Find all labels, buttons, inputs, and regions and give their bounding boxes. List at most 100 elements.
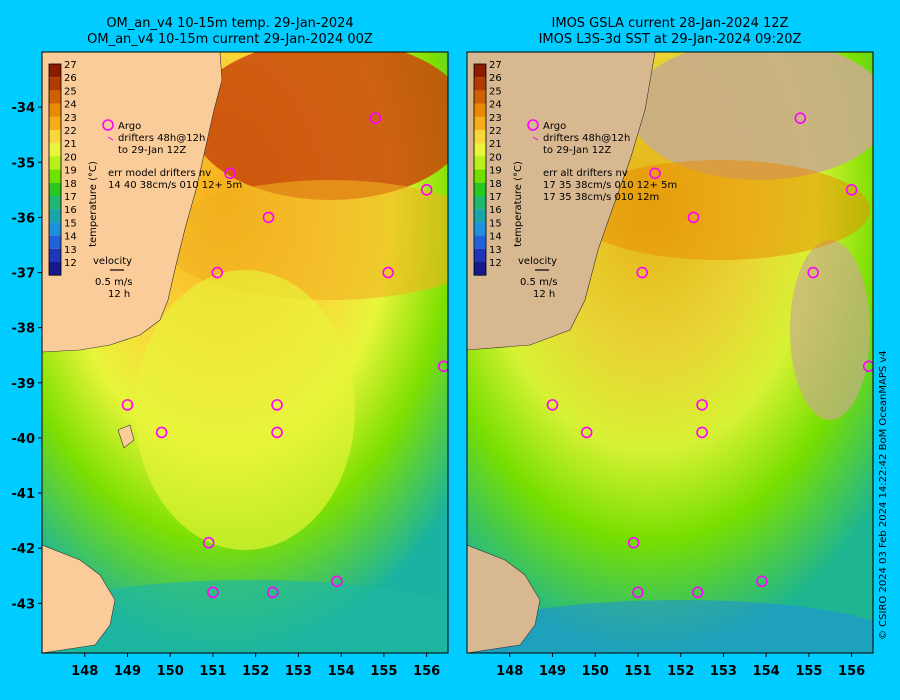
lat-tick-label: -41 — [12, 487, 36, 502]
lat-tick-label: -42 — [12, 542, 36, 557]
left-colorbar-tick: 19 — [64, 166, 77, 177]
left-colorbar-cell — [49, 130, 61, 144]
left-argo-marker-5 — [382, 266, 394, 279]
left-argo-marker-8 — [271, 399, 283, 411]
right-colorbar-tick: 24 — [489, 100, 502, 111]
right-colorbar: 27 26 25 24 23 22 21 20 19 18 17 16 15 14 13 12 temperat… — [473, 60, 524, 276]
right-lon-tick-label: 148 — [496, 664, 523, 679]
right-argo-marker-3 — [687, 211, 700, 224]
right-colorbar-tick: 19 — [489, 166, 502, 177]
lat-tick-label: -35 — [12, 156, 36, 171]
left-colorbar-cell — [49, 77, 61, 91]
left-argo-marker-7 — [121, 399, 134, 411]
left-colorbar-cell — [49, 156, 61, 170]
right-cool-zone — [467, 600, 873, 653]
left-lon-tick-label: 151 — [199, 664, 226, 679]
left-cool-zone — [42, 580, 448, 653]
left-argo-marker-2 — [420, 184, 433, 196]
right-argo-marker-0 — [794, 112, 807, 124]
right-legend-err-line1: 17 35 38cm/s 010 12+ 5m — [543, 180, 677, 191]
lat-tick-label: -37 — [12, 267, 36, 282]
right-warm-band — [570, 160, 870, 260]
right-argo-marker-12 — [756, 575, 768, 588]
right-panel-title: IMOS GSLA current 28-Jan-2024 12Z IMOS L… — [470, 16, 870, 48]
left-colorbar-tick: 20 — [64, 152, 77, 163]
right-colorbar-label: temperature (°C) — [513, 161, 524, 247]
right-legend-argo-label: Argo — [543, 121, 566, 132]
right-argo-markers — [546, 112, 873, 599]
left-legend-argo-label: Argo — [118, 121, 141, 132]
right-cloud-mask-top — [630, 52, 873, 180]
right-colorbar-cell — [474, 143, 486, 157]
left-colorbar-cell — [49, 90, 61, 104]
right-legend-drifter-icon — [532, 136, 539, 141]
left-colorbar-cell — [49, 209, 61, 223]
right-argo-marker-10 — [696, 426, 708, 439]
right-colorbar-cell — [474, 209, 486, 223]
right-argo-marker-5 — [807, 266, 819, 279]
left-lon-tick-label: 152 — [242, 664, 269, 679]
left-colorbar-tick: 18 — [64, 179, 77, 190]
right-colorbar-cell — [474, 156, 486, 170]
right-colorbar-tick: 13 — [489, 245, 502, 256]
left-lon-tick-label: 148 — [71, 664, 98, 679]
left-legend-drifters-label: drifters 48h@12h — [118, 133, 205, 144]
left-colorbar-cell — [49, 222, 61, 236]
right-lon-tick-label: 149 — [539, 664, 566, 679]
right-map — [467, 52, 873, 653]
right-argo-marker-8 — [696, 399, 708, 411]
right-title-line2: IMOS L3S-3d SST at 29-Jan-2024 09:20Z — [538, 32, 802, 47]
right-colorbar-cell — [474, 169, 486, 183]
left-colorbar-cell — [49, 262, 61, 276]
left-colorbar-cell — [49, 64, 61, 78]
left-legend-drifter-icon — [107, 136, 114, 141]
right-colorbar-cell — [474, 262, 486, 276]
left-colorbar-cell — [49, 182, 61, 196]
left-velocity-speed: 0.5 m/s — [95, 277, 132, 288]
right-colorbar-tick: 16 — [489, 205, 502, 216]
left-lon-tick-label: 155 — [370, 664, 397, 679]
left-warm-band — [160, 180, 448, 300]
left-warm-core — [190, 52, 448, 200]
left-argo-marker-0 — [369, 112, 382, 124]
right-argo-marker-1 — [649, 167, 661, 180]
left-lon-tick-label: 154 — [328, 664, 355, 679]
left-argo-marker-13 — [207, 586, 219, 599]
credit-text: © CSIRO 2024 03 Feb 2024 14:22:42 BoM Oc… — [878, 350, 889, 640]
right-colorbar-frame — [473, 63, 487, 276]
right-colorbar-tick: 18 — [489, 179, 502, 190]
right-legend-err-label: err alt drifters nv — [543, 168, 628, 179]
right-colorbar-cell — [474, 235, 486, 249]
right-lon-tick-label: 150 — [582, 664, 609, 679]
right-colorbar-cell — [474, 182, 486, 196]
left-lon-tick-label: 150 — [157, 664, 184, 679]
left-colorbar-cell — [49, 248, 61, 262]
left-colorbar-tick: 14 — [64, 232, 77, 243]
left-panel-title: OM_an_v4 10-15m temp. 29-Jan-2024 OM_an_… — [40, 16, 420, 48]
right-colorbar-tick: 27 — [489, 60, 502, 71]
right-colorbar-tick: 17 — [489, 192, 502, 203]
right-cloud-mask-east — [790, 240, 870, 420]
left-argo-marker-12 — [331, 575, 343, 588]
left-title-line1: OM_an_v4 10-15m temp. 29-Jan-2024 — [106, 16, 354, 31]
left-argo-marker-11 — [202, 536, 215, 549]
right-colorbar-tick: 20 — [489, 152, 502, 163]
left-mainland-land — [42, 52, 223, 353]
right-tasmania-land — [467, 544, 541, 653]
right-legend-drifters-label: drifters 48h@12h — [543, 133, 630, 144]
left-velocity-label: velocity — [93, 256, 132, 267]
right-title-line1: IMOS GSLA current 28-Jan-2024 12Z — [551, 16, 789, 31]
left-colorbar-tick: 22 — [64, 126, 77, 137]
lat-tick-label: -38 — [12, 322, 36, 337]
left-legend-drifters-to: to 29-Jan 12Z — [118, 145, 186, 156]
right-map-frame — [466, 51, 874, 654]
left-island-land — [117, 424, 135, 449]
right-colorbar-tick: 26 — [489, 73, 502, 84]
right-velocity-speed: 0.5 m/s — [520, 277, 557, 288]
right-colorbar-cell — [474, 77, 486, 91]
right-lon-tick-label: 156 — [838, 664, 865, 679]
left-argo-marker-3 — [262, 211, 275, 224]
right-colorbar-cell — [474, 130, 486, 144]
right-colorbar-tick: 14 — [489, 232, 502, 243]
